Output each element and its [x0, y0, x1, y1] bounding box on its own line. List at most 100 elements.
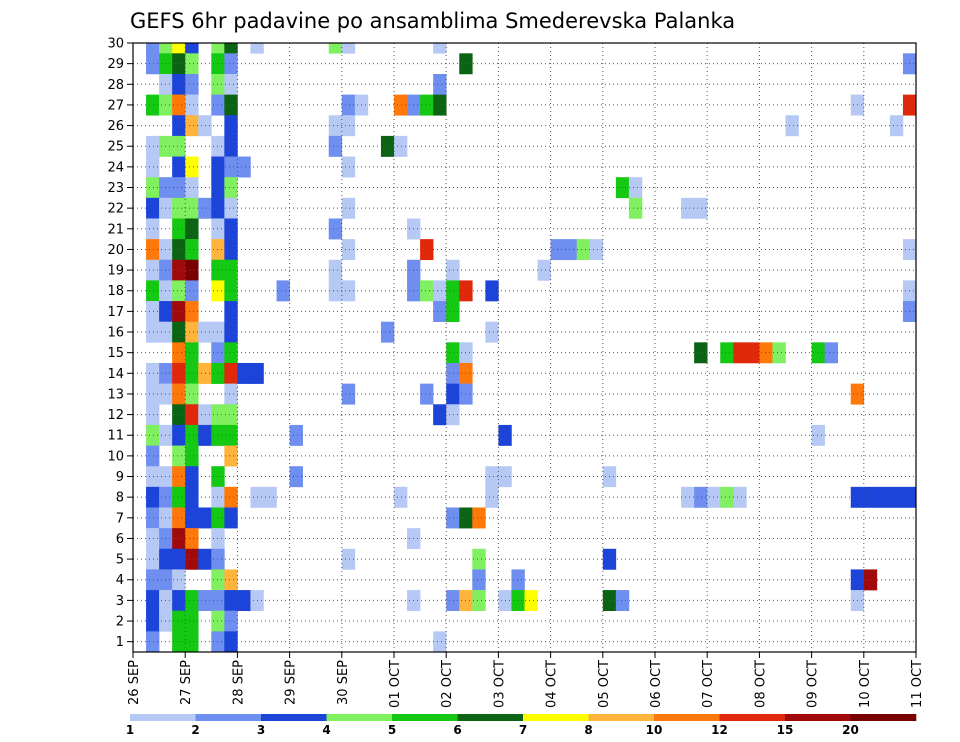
y-tick-label: 5 [116, 553, 124, 568]
heatmap-cell [172, 486, 186, 508]
heatmap-cell [733, 486, 747, 508]
heatmap-cell [433, 404, 447, 426]
heatmap-cell [328, 280, 343, 302]
heatmap-cell [224, 239, 238, 261]
heatmap-cell [185, 528, 199, 550]
heatmap-cell [185, 177, 199, 199]
heatmap-cell [185, 53, 199, 75]
heatmap-cell [224, 94, 238, 116]
colorbar-swatch [523, 714, 589, 721]
y-tick-label: 11 [107, 429, 124, 444]
heatmap-cell [250, 43, 264, 54]
heatmap-cell [185, 73, 199, 95]
heatmap-cell [224, 53, 238, 75]
heatmap-cell [172, 362, 186, 384]
heatmap-cell [328, 218, 343, 240]
heatmap-cell [446, 404, 460, 426]
heatmap-cell [146, 156, 160, 178]
heatmap-cell [694, 486, 708, 508]
heatmap-cell [328, 43, 343, 54]
x-axis-ticks: 26 SEP 27 SEP 28 SEP 29 SEP 30 SEP 01 OCT 02 O… [127, 652, 925, 708]
heatmap-cell [420, 94, 434, 116]
heatmap-cell [759, 342, 773, 364]
y-tick-label: 22 [107, 202, 124, 217]
plot-frame [132, 42, 917, 653]
heatmap-cell [811, 424, 825, 446]
heatmap-cell [198, 548, 212, 570]
heatmap-cell [172, 239, 186, 261]
heatmap-cell [172, 218, 186, 240]
heatmap-cell [224, 507, 238, 529]
heatmap-cell [224, 177, 238, 199]
heatmap-cell [446, 383, 460, 405]
heatmap-cell [185, 280, 199, 302]
heatmap-cell [733, 342, 747, 364]
heatmap-cell [446, 507, 460, 529]
y-tick-label: 16 [107, 326, 124, 341]
x-tick-label: 26 SEP [127, 660, 142, 705]
x-tick-label: 02 OCT [440, 660, 455, 708]
y-tick-label: 2 [116, 615, 124, 630]
heatmap-cell [511, 590, 525, 612]
heatmap-cell [341, 197, 356, 219]
y-tick-label: 27 [107, 98, 124, 113]
heatmap-cell [681, 197, 695, 219]
heatmap-cell [720, 486, 734, 508]
heatmap-cell [172, 301, 186, 322]
heatmap-cell [420, 239, 434, 261]
x-tick-label: 03 OCT [492, 660, 507, 708]
heatmap-cell [589, 239, 604, 261]
heatmap-cell [185, 259, 199, 281]
x-tick-label: 01 OCT [388, 660, 403, 708]
colorbar-swatch [392, 714, 458, 721]
heatmap-cell [772, 342, 786, 364]
colorbar-swatch [130, 714, 196, 721]
heatmap-cell [394, 486, 408, 508]
heatmap-cell [185, 115, 199, 137]
heatmap-cell [446, 362, 460, 384]
y-tick-label: 19 [107, 264, 124, 279]
y-tick-label: 17 [107, 305, 124, 320]
heatmap-cell [146, 259, 160, 281]
heatmap-cell [341, 156, 356, 178]
heatmap-cell [185, 548, 199, 570]
heatmap-cell [146, 569, 160, 591]
heatmap-cell [172, 342, 186, 364]
heatmap-cell [446, 301, 460, 322]
heatmap-cell [172, 548, 186, 570]
y-tick-label: 15 [107, 346, 124, 361]
colorbar-swatch [785, 714, 851, 721]
heatmap-cell [276, 280, 290, 302]
heatmap-cell [237, 156, 251, 178]
heatmap-cell [446, 280, 460, 302]
heatmap-cell [472, 507, 486, 529]
colorbar-swatch [326, 714, 393, 721]
heatmap-cell [146, 445, 160, 467]
heatmap-cell [172, 610, 186, 632]
colorbar-label: 20 [842, 723, 859, 737]
heatmap-cell [446, 259, 460, 281]
heatmap-cell [172, 53, 186, 75]
heatmap-cell [185, 197, 199, 219]
y-tick-label: 8 [116, 491, 124, 506]
grid-lines [133, 42, 916, 652]
y-tick-label: 21 [107, 222, 124, 237]
heatmap-cell [185, 321, 199, 343]
heatmap-cell [485, 280, 499, 302]
heatmap-cell [328, 115, 343, 137]
heatmap-cell [185, 486, 199, 508]
y-tick-label: 24 [107, 160, 124, 175]
heatmap-cell [341, 383, 356, 405]
heatmap-cell [146, 507, 160, 529]
heatmap-cell [628, 177, 643, 199]
heatmap-cell [576, 239, 591, 261]
heatmap-cell [146, 197, 160, 219]
heatmap-cell [185, 631, 199, 653]
x-tick-label: 27 SEP [179, 660, 194, 705]
heatmap-cell [341, 94, 356, 116]
heatmap-cell [146, 528, 160, 550]
heatmap-cell [224, 321, 238, 343]
heatmap-cell [224, 445, 238, 467]
heatmap-cell [224, 135, 238, 157]
heatmap-cell [681, 486, 695, 508]
